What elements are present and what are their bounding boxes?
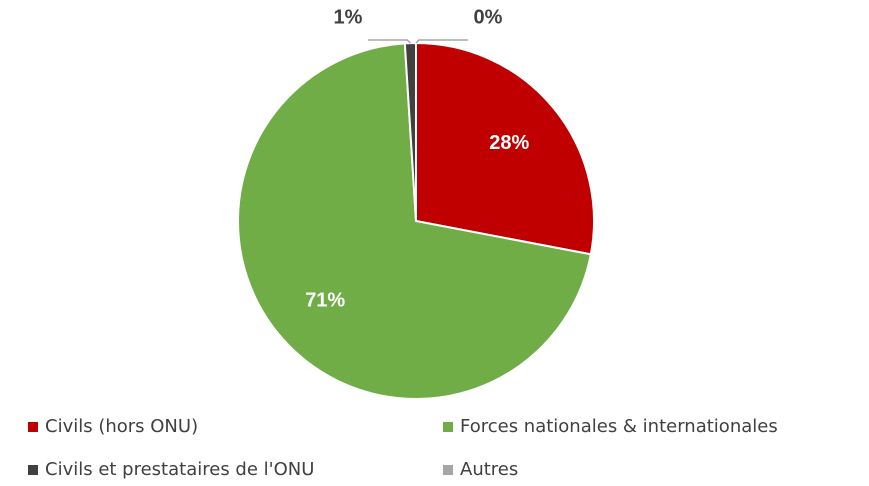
legend-marker <box>443 422 453 432</box>
legend-marker <box>28 422 38 432</box>
pie-slice <box>415 41 595 256</box>
legend-marker <box>28 465 38 475</box>
legend-label: Forces nationales & internationales <box>460 416 778 437</box>
legend-label: Civils et prestataires de l'ONU <box>45 459 314 480</box>
leader-line <box>368 39 411 44</box>
legend-label: Civils (hors ONU) <box>45 416 198 437</box>
pie-slice <box>237 42 593 400</box>
data-label: 1% <box>334 6 363 28</box>
legend-label: Autres <box>460 459 518 480</box>
data-label: 0% <box>474 6 503 28</box>
data-label: 28% <box>489 132 529 154</box>
leader-line <box>415 39 468 44</box>
legend-marker <box>443 465 453 475</box>
data-label: 71% <box>305 289 345 311</box>
